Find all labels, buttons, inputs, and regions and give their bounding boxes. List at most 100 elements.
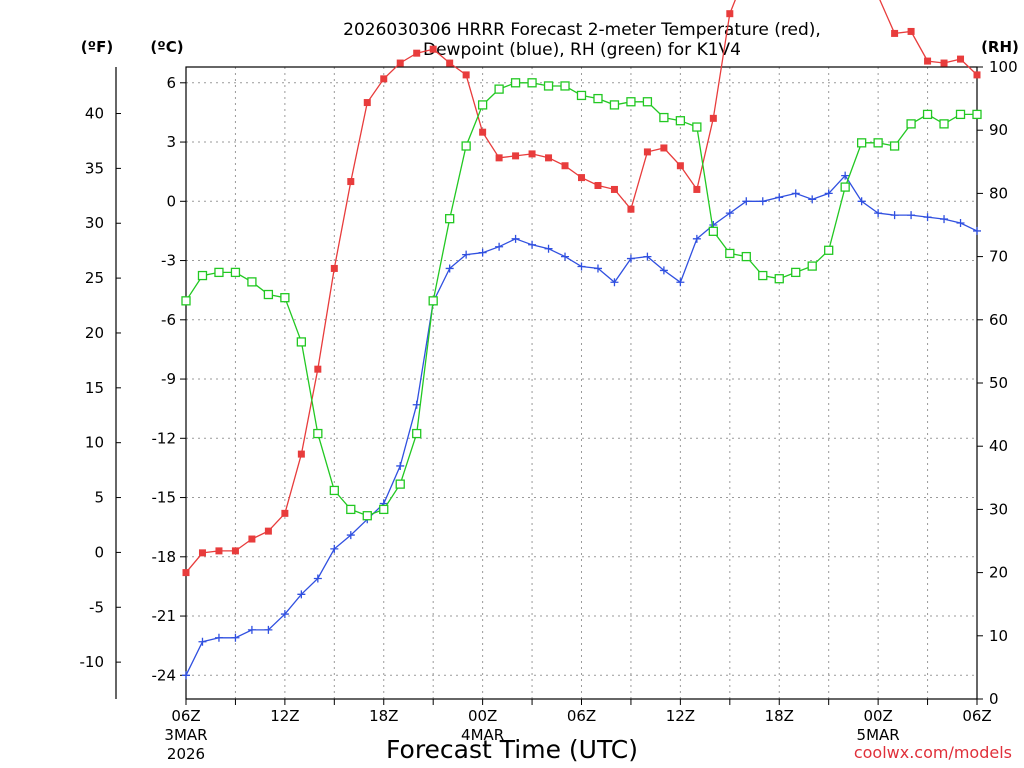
dewpoint-point [577, 262, 586, 271]
fahrenheit-tick-label: 20 [85, 324, 104, 342]
celsius-tick-label: -18 [152, 548, 177, 566]
temperature-point [594, 182, 602, 189]
rh-point [692, 122, 702, 132]
dewpoint-point [247, 625, 256, 634]
rh-point [576, 90, 587, 101]
dewpoint-point [412, 400, 421, 409]
temperature-point [660, 144, 668, 152]
rh-point [230, 267, 241, 278]
fahrenheit-tick-label: 15 [85, 379, 104, 397]
series-layer [181, 0, 982, 680]
dewpoint-point [890, 211, 899, 220]
temperature-point [561, 162, 569, 170]
rh-point [280, 293, 290, 303]
rh-point [560, 81, 570, 91]
dewpoint-point [214, 633, 223, 642]
rh-tick-label: 80 [989, 184, 1008, 202]
temperature-point [957, 55, 965, 63]
fahrenheit-axis: 40 35 30 25 20 15 10 5 0 -5 -10 [80, 105, 121, 671]
rh-point [263, 289, 274, 300]
rh-point [889, 141, 900, 151]
temperature-point [924, 57, 932, 65]
dewpoint-point [808, 195, 817, 204]
dewpoint-point [445, 264, 454, 273]
temperature-point [314, 365, 322, 373]
temperature-point [182, 569, 190, 577]
temperature-point [281, 509, 289, 517]
fahrenheit-unit-label: (ºF) [81, 38, 113, 56]
rh-point [510, 78, 521, 88]
rh-point [922, 109, 933, 120]
temperature-point [891, 29, 899, 37]
dewpoint-line [185, 174, 978, 676]
rh-point [708, 226, 718, 236]
rh-point [313, 428, 323, 439]
temperature-point [248, 535, 256, 543]
dewpoint-point [198, 637, 207, 646]
fahrenheit-tick-label: 25 [85, 269, 104, 287]
rh-point [840, 182, 850, 192]
plot-frame [185, 66, 978, 700]
rh-tick-label: 100 [989, 58, 1018, 76]
rh-point [791, 267, 801, 278]
dewpoint-point [478, 248, 487, 257]
celsius-unit-label: (ºC) [150, 38, 183, 56]
rh-tick-label: 60 [989, 311, 1008, 329]
fahrenheit-tick-label: 35 [85, 159, 104, 177]
dewpoint-point [775, 193, 784, 202]
fahrenheit-tick-label: 10 [85, 434, 104, 452]
rh-point [824, 245, 834, 255]
temperature-point [347, 178, 355, 186]
rh-point [955, 109, 966, 120]
dewpoint-point [182, 671, 190, 680]
temperature-point [545, 154, 553, 162]
celsius-tick-label: -3 [161, 252, 176, 270]
rh-point [428, 296, 438, 306]
temperature-point [462, 71, 470, 79]
dewpoint-point [692, 234, 701, 243]
temperature-point [709, 114, 717, 122]
temperature-point [215, 547, 223, 555]
dewpoint-point [495, 242, 504, 251]
dewpoint-point [643, 252, 652, 261]
rh-point [543, 81, 554, 91]
temperature-point [396, 59, 404, 67]
dewpoint-point [841, 171, 850, 180]
fahrenheit-tick-label: -5 [89, 598, 104, 616]
rh-tick-label: 50 [989, 374, 1008, 392]
rh-point [181, 296, 191, 306]
temperature-point [940, 59, 948, 67]
rh-point [477, 100, 488, 110]
rh-point [758, 270, 768, 281]
dewpoint-point [824, 189, 833, 198]
rh-point [197, 270, 208, 281]
time-tick-label: 12Z [666, 707, 695, 725]
credit-text: coolwx.com/models [854, 743, 1012, 762]
dewpoint-point [956, 219, 965, 228]
time-tick-label: 18Z [369, 707, 398, 725]
rh-unit-label: (RH) [981, 38, 1019, 56]
dewpoint-point [528, 240, 537, 249]
rh-point [412, 428, 422, 439]
temperature-point [643, 148, 651, 156]
dewpoint-point [561, 252, 570, 261]
celsius-tick-label: -15 [152, 489, 177, 507]
celsius-tick-label: -6 [161, 311, 176, 329]
temperature-point [676, 162, 684, 170]
rh-point [494, 84, 504, 94]
dewpoint-point [330, 544, 339, 553]
date-tick-label: 5MAR [857, 726, 900, 744]
rh-point [346, 504, 356, 515]
dewpoint-point [297, 590, 306, 599]
time-tick-label: 06Z [567, 707, 596, 725]
dewpoint-point [659, 266, 668, 275]
rh-point [329, 485, 339, 496]
temperature-point [495, 154, 503, 162]
rh-point [214, 267, 224, 278]
temperature-point [627, 205, 635, 213]
rh-point [626, 97, 636, 107]
time-tick-label: 00Z [468, 707, 497, 725]
dewpoint-point [907, 211, 916, 220]
